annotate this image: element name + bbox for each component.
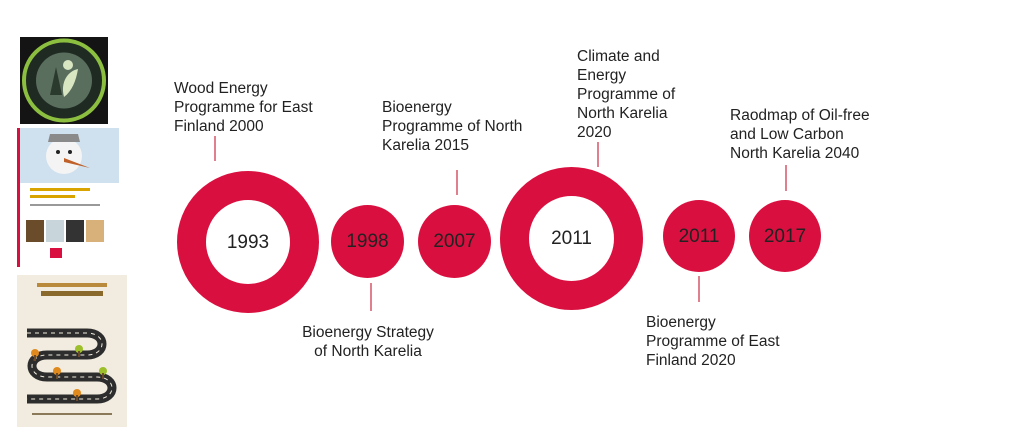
- timeline-label-2011-bioenergy: Bioenergy Programme of East Finland 2020: [646, 313, 780, 370]
- timeline-node-1993: 1993: [177, 171, 319, 313]
- connector-2011-climate: [597, 142, 599, 167]
- timeline-year: 2007: [433, 231, 476, 252]
- badge-thumbnail: [20, 37, 108, 124]
- timeline-node-2007: 2007: [418, 205, 491, 278]
- connector-2017: [785, 165, 787, 191]
- label-line: 2020: [577, 124, 612, 141]
- label-line: Bioenergy Strategy: [302, 324, 434, 341]
- label-line: Raodmap of Oil-free: [730, 107, 870, 124]
- timeline-node-2017: 2017: [749, 200, 821, 272]
- connector-2007: [456, 170, 458, 195]
- timeline-label-2011-climate: Climate and Energy Programme of North Ka…: [577, 47, 675, 142]
- report-cover-thumbnail: [17, 128, 119, 267]
- label-line: Programme of North: [382, 118, 523, 135]
- label-line: Programme of East: [646, 333, 780, 350]
- label-line: Bioenergy: [382, 99, 452, 116]
- connector-1993: [214, 136, 216, 161]
- timeline-year: 1993: [226, 231, 270, 253]
- timeline-label-2017: Raodmap of Oil-free and Low Carbon North…: [730, 106, 870, 163]
- connector-2011-bioenergy: [698, 276, 700, 302]
- timeline-year: 2011: [678, 225, 720, 247]
- leaf-badge-icon: [22, 38, 106, 123]
- label-line: Energy: [577, 67, 627, 84]
- label-line: North Karelia: [577, 105, 668, 122]
- label-line: Climate and: [577, 48, 660, 65]
- label-line: Programme for East: [174, 99, 313, 116]
- label-line: Programme of: [577, 86, 676, 103]
- timeline-label-1998: Bioenergy Strategy of North Karelia: [300, 323, 436, 361]
- label-line: Bioenergy: [646, 314, 716, 331]
- timeline-node-2011-climate: 2011: [500, 167, 643, 310]
- road-map-cover-icon: [27, 283, 117, 415]
- snowman-cover-icon: [20, 128, 119, 258]
- timeline-year: 2017: [763, 225, 807, 247]
- label-line: and Low Carbon: [730, 126, 844, 143]
- label-line: of North Karelia: [314, 343, 422, 360]
- timeline-year: 1998: [346, 231, 389, 252]
- label-line: Wood Energy: [174, 80, 268, 97]
- timeline-label-1993: Wood Energy Programme for East Finland 2…: [174, 79, 313, 136]
- timeline-label-2007: Bioenergy Programme of North Karelia 201…: [382, 98, 522, 155]
- label-line: Karelia 2015: [382, 137, 470, 154]
- label-line: Finland 2000: [174, 118, 264, 135]
- timeline-node-2011-bioenergy: 2011: [663, 200, 735, 272]
- timeline-year: 2011: [551, 228, 592, 249]
- connector-1998: [370, 283, 372, 311]
- timeline-node-1998: 1998: [331, 205, 404, 278]
- label-line: North Karelia 2040: [730, 145, 860, 162]
- label-line: Finland 2020: [646, 352, 736, 369]
- roadmap-cover-thumbnail: [17, 275, 127, 427]
